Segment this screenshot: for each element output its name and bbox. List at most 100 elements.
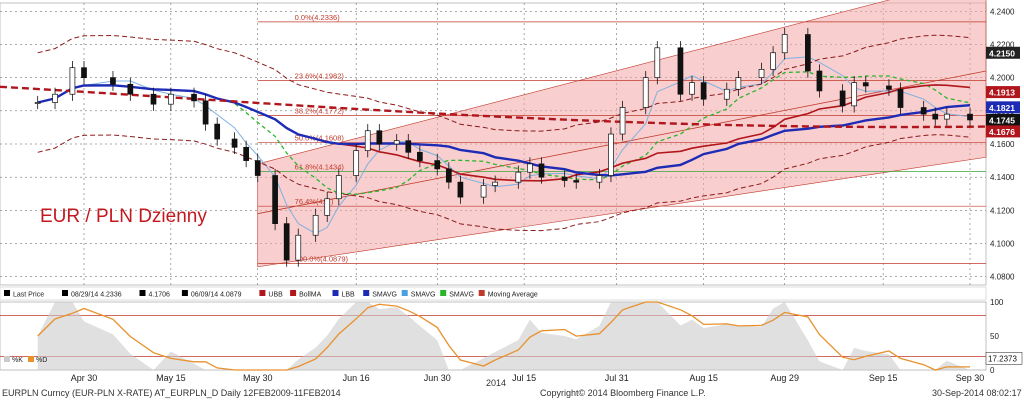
candle-body (886, 85, 892, 90)
candle-body (110, 77, 116, 85)
candle-body (735, 77, 742, 90)
indicator-legend-swatch (4, 356, 10, 362)
sma-blue-line (37, 84, 971, 177)
indicator-tick-label: 0 (990, 366, 995, 375)
x-tick-label: May 15 (156, 373, 186, 383)
candle-body (781, 34, 788, 54)
candle-body (324, 198, 331, 216)
legend-swatch (62, 290, 68, 296)
legend-entry: SMAVG (449, 292, 474, 299)
x-tick-label: Aug 29 (770, 373, 799, 383)
x-tick-label: Sep 30 (956, 373, 985, 383)
x-tick-label: May 30 (243, 373, 273, 383)
legend-swatch (440, 290, 447, 296)
y-axis: 4.24004.22004.20004.18004.16004.14004.12… (986, 7, 1020, 282)
candle-body (335, 175, 342, 200)
candle-body (700, 82, 707, 100)
price-candles (34, 27, 973, 267)
price-label: 4.2150 (989, 48, 1015, 58)
legend-entry: 08/29/14 4.2336 (71, 292, 122, 299)
candle-body (642, 77, 649, 108)
legend-swatch (332, 290, 339, 296)
indicator-legend-swatch (28, 356, 34, 362)
legend-entry: 4.1706 (149, 292, 171, 299)
legend-entry: Last Price (13, 292, 44, 299)
legend-entry: UBB (268, 292, 283, 299)
candle-body (596, 175, 603, 183)
candle-body (434, 160, 441, 170)
x-tick-label: Apr 30 (71, 373, 98, 383)
indicator-tick-label: 100 (990, 298, 1004, 307)
indicator-tick-label: 50 (990, 332, 999, 341)
candle-body (805, 34, 811, 72)
legend-strip (0, 286, 987, 301)
fib-level-label: 76.4%(4.1 ) (295, 197, 334, 206)
price-label: 4.1821 (989, 103, 1015, 113)
candle-body (457, 181, 464, 198)
fib-level-label: 61.8%(4.1434) (295, 163, 345, 172)
y-tick-label: 4.2400 (990, 7, 1015, 16)
candle-body (920, 107, 927, 115)
candle-body (758, 69, 765, 78)
candle-body (254, 160, 261, 176)
candle-body (932, 113, 939, 120)
legend-entry: BollMA (299, 292, 322, 299)
chart-legend: Last Price 08/29/14 4.2336 4.1706 06/09/14 … (0, 286, 987, 301)
candle-body (283, 223, 290, 261)
chart-title: EUR / PLN Dzienny (40, 206, 207, 227)
fib-level-label: 0.0%(4.2336) (295, 13, 341, 22)
y-tick-label: 4.2000 (990, 74, 1015, 83)
candle-body (405, 140, 412, 153)
candle-body (608, 133, 614, 176)
candle-body (527, 163, 533, 173)
candle-body (943, 113, 950, 120)
candle-body (243, 146, 249, 161)
price-label-bg (986, 113, 1020, 126)
stochastic-panel: 100 50 0 %K %D 17.2373 (0, 298, 1023, 375)
x-tick-label: Sep 15 (869, 373, 898, 383)
lower-bollinger-band (37, 134, 971, 232)
candle-body (376, 130, 383, 145)
candle-body (150, 93, 157, 105)
legend-swatch (401, 290, 408, 296)
indicator-legend-entry: %K (12, 357, 23, 364)
candle-body (654, 47, 661, 78)
candle-body (127, 83, 134, 95)
candle-body (52, 93, 58, 103)
x-tick-label: Jun 16 (343, 373, 370, 383)
candle-body (573, 180, 580, 183)
footer-ticker: EURPLN Curncy (EUR-PLN X-RATE) AT_EURPLN… (2, 388, 341, 398)
fibonacci-levels: 0.0%(4.2336) 23.6%(4.1982) 38.2%(4.1772) 50… (257, 13, 986, 264)
candle-body (364, 130, 371, 151)
candle-body (393, 140, 400, 145)
y-tick-label: 4.1000 (990, 240, 1015, 249)
candle-body (897, 88, 904, 108)
x-tick-label: Jul 15 (512, 373, 536, 383)
candle-body (417, 151, 423, 161)
candle-body (272, 175, 278, 224)
price-label: 4.1745 (989, 115, 1015, 125)
percent-k-area (37, 302, 970, 370)
legend-swatch (181, 290, 188, 296)
legend-entry: SMAVG (372, 292, 397, 299)
y-tick-label: 4.2200 (990, 40, 1015, 49)
indicator-last-value: 17.2373 (988, 354, 1017, 363)
footer: EURPLN Curncy (EUR-PLN X-RATE) AT_EURPLN… (0, 385, 1024, 401)
legend-entry: LBB (342, 292, 356, 299)
legend-swatch (259, 290, 266, 296)
candle-body (191, 93, 197, 102)
fib-level-label: 23.6%(4.1982) (295, 72, 345, 81)
candle-body (214, 123, 221, 140)
candle-body (677, 47, 684, 95)
candle-body (69, 67, 76, 95)
y-tick-label: 4.1400 (990, 173, 1015, 182)
percent-d-line (37, 301, 970, 371)
indicator-value-bg (985, 352, 1023, 365)
candle-body (851, 82, 858, 107)
candle-body (445, 168, 452, 183)
fib-level-label: 100.0%(4.0879) (295, 255, 349, 264)
legend-entry: SMAVG (411, 292, 436, 299)
candle-body (770, 52, 776, 70)
legend-swatch (363, 290, 370, 296)
legend-swatch (4, 290, 10, 296)
